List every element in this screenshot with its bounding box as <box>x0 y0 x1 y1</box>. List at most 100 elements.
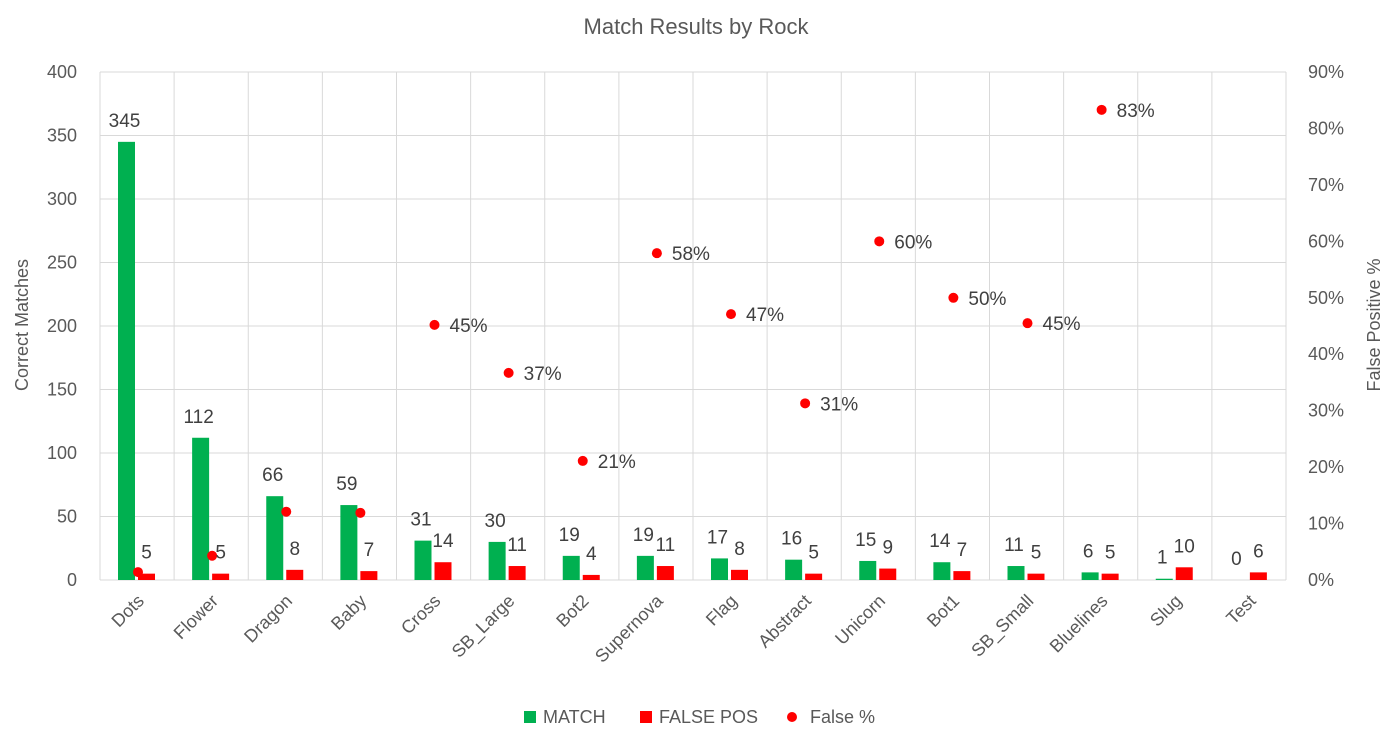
legend-label: False % <box>810 707 875 727</box>
y-axis-title: Correct Matches <box>12 259 32 391</box>
y2-tick-label: 50% <box>1308 288 1344 308</box>
match-bar <box>414 540 432 580</box>
false-pct-point <box>355 507 366 518</box>
false-pos-data-label: 5 <box>141 543 152 564</box>
false-pct-point <box>207 550 218 561</box>
y-tick-label: 150 <box>47 380 77 400</box>
match-data-label: 0 <box>1231 549 1242 570</box>
match-bar <box>488 541 506 580</box>
match-data-label: 31 <box>410 510 431 531</box>
false-pct-point <box>1096 104 1107 115</box>
match-data-label: 1 <box>1157 548 1168 569</box>
match-bar <box>340 505 358 580</box>
false-pos-bar <box>138 573 155 580</box>
match-bar <box>933 562 951 580</box>
x-tick-label: Supernova <box>591 590 667 666</box>
match-bar <box>859 560 877 580</box>
match-data-label: 66 <box>262 465 283 486</box>
false-pct-data-label: 45% <box>450 316 488 337</box>
match-bar <box>118 141 135 580</box>
match-data-label: 6 <box>1083 541 1094 562</box>
legend-marker <box>787 712 797 722</box>
y2-tick-label: 20% <box>1308 457 1344 477</box>
y-tick-label: 200 <box>47 316 77 336</box>
match-bar <box>1155 578 1173 580</box>
y2-tick-label: 60% <box>1308 231 1344 251</box>
x-tick-label: Flag <box>702 591 741 630</box>
y-tick-label: 400 <box>47 62 77 82</box>
grid <box>99 71 1287 581</box>
false-pct-point <box>651 248 662 259</box>
false-pos-data-label: 8 <box>734 539 745 560</box>
legend-label: FALSE POS <box>659 707 758 727</box>
false-pos-data-label: 7 <box>364 540 375 561</box>
y-tick-label: 300 <box>47 189 77 209</box>
match-bar <box>562 555 580 580</box>
match-data-label: 345 <box>109 111 141 132</box>
axes: 0501001502002503003504000%10%20%30%40%50… <box>47 62 1344 666</box>
false-pos-bar <box>1027 573 1045 580</box>
x-tick-label: Unicorn <box>831 591 889 649</box>
false-pct-point <box>577 455 588 466</box>
match-bar <box>636 555 654 580</box>
false-pct-point <box>429 319 440 330</box>
x-tick-label: Baby <box>327 591 370 634</box>
false-pos-bar <box>656 566 674 580</box>
y2-tick-label: 70% <box>1308 175 1344 195</box>
y2-tick-label: 0% <box>1308 570 1334 590</box>
y-tick-label: 50 <box>57 507 77 527</box>
legend-swatch <box>524 711 536 723</box>
false-pos-bar <box>508 566 526 580</box>
false-pos-data-label: 5 <box>1031 543 1042 564</box>
false-pos-data-label: 4 <box>586 544 597 565</box>
false-pos-bar <box>582 574 600 580</box>
false-pos-data-label: 8 <box>289 539 300 560</box>
false-pct-point <box>133 567 143 578</box>
y2-tick-label: 10% <box>1308 514 1344 534</box>
legend: MATCH FALSE POS False % <box>524 707 875 727</box>
false-pct-data-label: 37% <box>524 364 562 385</box>
false-pct-point <box>1022 318 1033 329</box>
false-pct-point <box>874 236 885 247</box>
plot-area <box>118 104 1267 580</box>
false-pos-data-label: 14 <box>432 531 454 552</box>
false-pos-bar <box>1101 573 1119 580</box>
false-pct-data-label: 21% <box>598 452 636 473</box>
x-tick-label: Slug <box>1146 591 1186 631</box>
y-tick-label: 350 <box>47 126 77 146</box>
false-pos-data-label: 10 <box>1174 536 1195 557</box>
false-pos-bar <box>360 571 378 580</box>
false-pos-data-label: 6 <box>1253 541 1264 562</box>
y-tick-label: 0 <box>67 570 77 590</box>
false-pct-data-label: 31% <box>820 394 858 415</box>
false-pct-point <box>948 292 959 303</box>
false-pos-data-label: 11 <box>507 535 527 556</box>
false-pos-bar <box>1249 572 1267 580</box>
false-pct-data-label: 83% <box>1117 101 1155 122</box>
false-pos-bar <box>805 573 823 580</box>
false-pos-data-label: 7 <box>957 540 968 561</box>
false-pos-data-label: 5 <box>215 543 226 564</box>
false-pct-point <box>503 367 514 378</box>
match-data-label: 16 <box>781 529 802 550</box>
false-pct-data-label: 47% <box>746 305 784 326</box>
false-pos-data-label: 11 <box>656 535 676 556</box>
y2-tick-label: 30% <box>1308 401 1344 421</box>
false-pct-point <box>726 309 736 320</box>
x-tick-label: Bot2 <box>552 591 592 631</box>
match-bar <box>785 559 803 580</box>
x-tick-label: Cross <box>397 591 444 638</box>
match-data-label: 59 <box>336 474 357 495</box>
false-pos-bar <box>434 562 452 580</box>
legend-swatch <box>640 711 652 723</box>
legend-label: MATCH <box>543 707 606 727</box>
x-tick-label: Dots <box>108 591 148 631</box>
false-pos-bar <box>212 573 230 580</box>
false-pct-point <box>800 398 811 409</box>
false-pct-data-label: 45% <box>1043 314 1081 335</box>
false-pct-data-label: 60% <box>894 232 932 253</box>
y2-tick-label: 40% <box>1308 344 1344 364</box>
match-data-label: 112 <box>183 407 213 428</box>
x-tick-label: SB_Small <box>967 591 1038 662</box>
match-bar <box>192 437 210 580</box>
